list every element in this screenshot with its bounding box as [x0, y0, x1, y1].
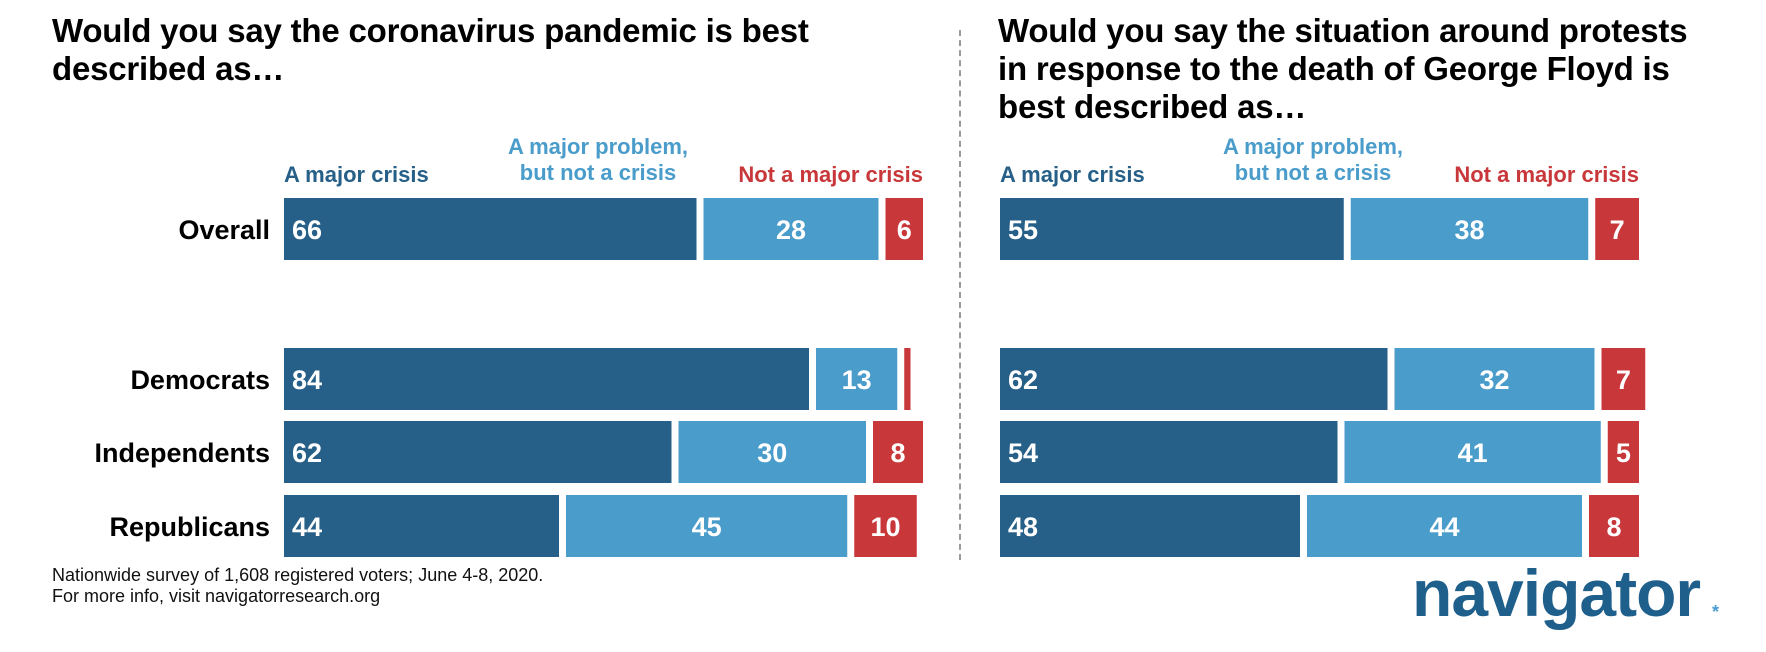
bar-not-major-crisis-overall	[885, 198, 923, 260]
data-label-major-problem-democrats: 13	[842, 365, 872, 395]
bar-major-crisis-independents	[284, 421, 672, 483]
bar-major-problem-democrats	[816, 348, 898, 410]
logo-star-icon: *	[1712, 602, 1720, 622]
bar-major-crisis-republicans	[1000, 495, 1300, 557]
bar-major-crisis-republicans	[284, 495, 559, 557]
data-label-major-crisis-republicans: 48	[1008, 512, 1038, 542]
data-label-major-crisis-independents: 62	[292, 438, 322, 468]
footnote-info: For more info, visit navigatorresearch.o…	[52, 586, 381, 606]
bar-major-problem-overall	[1350, 198, 1589, 260]
bar-not-major-crisis-republicans	[854, 495, 917, 557]
data-label-major-crisis-independents: 54	[1008, 438, 1038, 468]
data-label-not-major-crisis-overall: 7	[1610, 215, 1625, 245]
data-label-major-crisis-democrats: 62	[1008, 365, 1038, 395]
data-label-major-problem-democrats: 32	[1479, 365, 1509, 395]
data-label-major-problem-independents: 41	[1458, 438, 1488, 468]
data-label-major-crisis-overall: 55	[1008, 215, 1038, 245]
bar-not-major-crisis-democrats	[1601, 348, 1646, 410]
bar-major-crisis-democrats	[284, 348, 809, 410]
data-label-not-major-crisis-independents: 5	[1616, 438, 1631, 468]
category-label-democrats: Democrats	[130, 365, 270, 395]
chart-title-protests: Would you say the situation around prote…	[998, 12, 1688, 125]
data-label-major-crisis-republicans: 44	[292, 512, 322, 542]
bar-major-problem-independents	[1344, 421, 1601, 483]
legend-major-problem-line2: but not a crisis	[520, 160, 676, 185]
legend-not-major-crisis: Not a major crisis	[738, 162, 923, 187]
footnote-survey: Nationwide survey of 1,608 registered vo…	[52, 565, 544, 585]
data-label-not-major-crisis-overall: 6	[897, 215, 912, 245]
bar-not-major-crisis-overall	[1595, 198, 1639, 260]
data-label-major-crisis-democrats: 84	[292, 365, 322, 395]
legend-major-crisis: A major crisis	[1000, 162, 1145, 187]
data-label-major-problem-overall: 38	[1454, 215, 1484, 245]
legend-major-problem-line1: A major problem,	[1223, 134, 1403, 159]
legend-major-problem-line2: but not a crisis	[1235, 160, 1391, 185]
bar-not-major-crisis-independents	[873, 421, 923, 483]
bar-major-problem-independents	[678, 421, 866, 483]
category-label-overall: Overall	[178, 215, 270, 245]
bar-not-major-crisis-republicans	[1589, 495, 1639, 557]
data-label-not-major-crisis-republicans: 8	[1606, 512, 1621, 542]
chart-title-coronavirus: Would you say the coronavirus pandemic i…	[52, 12, 809, 87]
data-label-major-problem-overall: 28	[776, 215, 806, 245]
bar-major-problem-republicans	[566, 495, 848, 557]
bar-major-crisis-overall	[1000, 198, 1344, 260]
panel-divider	[959, 30, 961, 560]
bar-major-problem-democrats	[1394, 348, 1595, 410]
data-label-not-major-crisis-republicans: 10	[870, 512, 900, 542]
bar-major-crisis-democrats	[1000, 348, 1388, 410]
legend-major-problem-line1: A major problem,	[508, 134, 688, 159]
category-label-republicans: Republicans	[109, 512, 270, 542]
legend-not-major-crisis: Not a major crisis	[1454, 162, 1639, 187]
bar-not-major-crisis-democrats	[904, 348, 911, 410]
bar-not-major-crisis-independents	[1607, 421, 1639, 483]
bar-major-crisis-overall	[284, 198, 697, 260]
data-label-major-crisis-overall: 66	[292, 215, 322, 245]
bar-major-problem-republicans	[1307, 495, 1582, 557]
navigator-logo: navigator	[1412, 556, 1701, 630]
bar-major-crisis-independents	[1000, 421, 1338, 483]
data-label-major-problem-republicans: 45	[692, 512, 722, 542]
data-label-not-major-crisis-independents: 8	[890, 438, 905, 468]
bar-major-problem-overall	[703, 198, 879, 260]
legend-major-crisis: A major crisis	[284, 162, 429, 187]
category-label-independents: Independents	[94, 438, 270, 468]
data-label-major-problem-independents: 30	[757, 438, 787, 468]
data-label-not-major-crisis-democrats: 7	[1616, 365, 1631, 395]
data-label-major-problem-republicans: 44	[1429, 512, 1459, 542]
